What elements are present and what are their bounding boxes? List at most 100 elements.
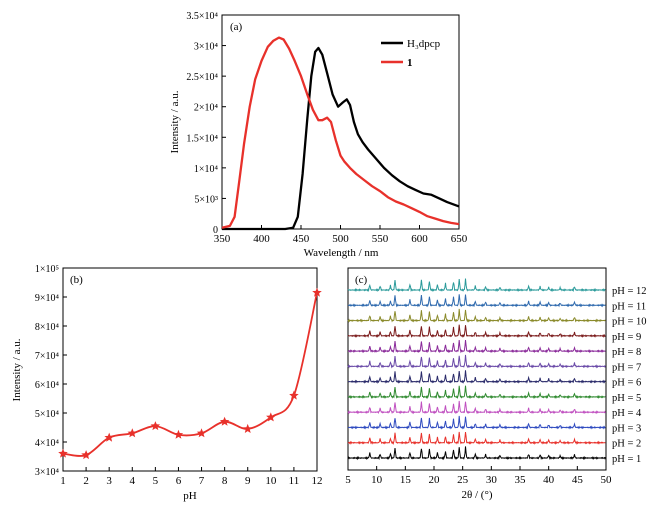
y-tick-label: 1.5×10⁴ [186,133,218,144]
data-point-10 [266,412,276,422]
y-tick-label: 8×10⁴ [35,322,60,333]
panel-b-ylabel: Intensity / a.u. [11,338,23,401]
y-tick-label: 4×10⁴ [35,438,60,449]
series-label: pH = 8 [612,347,641,358]
x-tick-label: 600 [411,233,428,245]
y-tick-label: 3×10⁴ [194,42,219,53]
data-point-7 [196,428,207,438]
panel-b-x-ticks: 1 2 3 4 5 6 7 8 9 10 11 12 [60,467,323,487]
panel-b-frame [62,267,318,472]
x-tick-label: 7 [199,475,205,487]
xrd-trace-3 [347,400,606,415]
panel-b-y-ticks: 3×10⁴ 4×10⁴ 5×10⁴ 6×10⁴ 7×10⁴ 8×10⁴ 9×10⁴ 1×10⁵ [35,264,67,478]
x-tick-label: 1 [60,475,66,487]
panel-b: (b) pH Intensity / a.u. 1 2 3 4 5 6 7 8 9 10 11 12 … [11,264,323,502]
series-label: pH = 3 [612,423,641,434]
y-tick-label: 7×10⁴ [35,351,60,362]
y-tick-label: 1×10⁴ [194,164,219,175]
xrd-trace-4 [347,385,606,400]
series-label: pH = 1 [612,454,641,465]
xrd-trace-5 [347,370,606,384]
data-point-12 [312,287,322,297]
series-label: pH = 6 [612,378,641,389]
y-tick-label: 6×10⁴ [35,380,60,391]
x-tick-label: 20 [429,474,441,486]
series-line [62,292,318,457]
xrd-trace-1 [347,431,606,445]
x-tick-label: 650 [451,233,468,245]
y-tick-label: 2×10⁴ [194,103,219,114]
panel-b-label: (b) [70,274,83,286]
data-point-1 [58,448,68,458]
xrd-trace-0 [347,446,606,461]
x-tick-label: 10 [265,475,277,487]
panel-c-series [347,278,606,461]
xrd-trace-2 [347,415,606,430]
x-tick-label: 350 [214,233,231,245]
x-tick-label: 40 [543,474,555,486]
data-point-2 [81,450,91,460]
panel-a-ylabel: Intensity / a.u. [169,90,181,153]
legend-label-1: 1 [407,57,413,69]
xrd-trace-9 [347,308,606,323]
panel-c-frame [347,267,607,471]
series-line-1 [221,36,460,229]
panel-c-series-labels: pH = 1 pH = 2 pH = 3 pH = 4 pH = 5 pH = 6 pH =… [612,286,647,465]
y-tick-label: 9×10⁴ [35,293,60,304]
data-point-3 [104,432,114,442]
y-tick-label: 3.5×10⁴ [186,11,218,22]
x-tick-label: 5 [153,475,159,487]
x-tick-label: 10 [371,474,383,486]
y-tick-label: 1×10⁵ [35,264,59,275]
data-point-8 [219,416,230,426]
xrd-trace-8 [347,324,606,338]
x-tick-label: 15 [400,474,412,486]
series-label: pH = 7 [612,362,641,373]
y-tick-label: 5×10³ [194,194,218,205]
panel-a-series [221,36,460,231]
x-tick-label: 3 [106,475,112,487]
x-tick-label: 550 [372,233,389,245]
x-tick-label: 9 [245,475,251,487]
series-label: pH = 4 [612,408,642,419]
series-line-0 [222,46,460,231]
panel-a-y-ticks: 0 5×10³ 1×10⁴ 1.5×10⁴ 2×10⁴ 2.5×10⁴ 3×10⁴ 3.5×1… [186,11,226,236]
series-label: pH = 2 [612,439,641,450]
x-tick-label: 2 [83,475,89,487]
x-tick-label: 4 [130,475,136,487]
data-point-11 [289,390,299,400]
x-tick-label: 25 [457,474,469,486]
x-tick-label: 12 [312,475,323,487]
legend-label-h3dpcp: H₃dpcp [407,38,441,50]
x-tick-label: 30 [486,474,498,486]
data-point-6 [173,429,184,439]
panel-a-label: (a) [230,21,243,33]
x-tick-label: 450 [293,233,310,245]
xrd-trace-11 [347,278,606,293]
x-tick-label: 50 [601,474,613,486]
x-tick-label: 500 [332,233,349,245]
xrd-trace-7 [347,340,606,354]
x-tick-label: 6 [176,475,182,487]
data-point-9 [243,423,253,433]
panel-a-legend: H₃dpcp 1 [381,38,441,69]
xrd-trace-6 [347,354,606,369]
x-tick-label: 11 [289,475,300,487]
panel-b-xlabel: pH [183,490,197,502]
y-tick-label: 2.5×10⁴ [186,72,218,83]
x-tick-label: 5 [345,474,351,486]
panel-b-series [58,287,322,460]
series-label: pH = 10 [612,317,647,328]
y-tick-label: 0 [213,225,218,236]
panel-c: (c) 2θ / (°) 5 10 15 20 25 30 35 40 45 50 pH = 1p… [345,267,647,501]
data-point-5 [150,421,161,431]
panel-c-label: (c) [355,274,368,286]
y-tick-label: 3×10⁴ [35,467,60,478]
panel-c-x-ticks: 5 10 15 20 25 30 35 40 45 50 [345,466,612,486]
panel-a-x-ticks: 350 400 450 500 550 600 650 [214,225,468,245]
x-tick-label: 400 [253,233,270,245]
series-label: pH = 5 [612,393,641,404]
data-point-4 [127,428,137,438]
y-tick-label: 5×10⁴ [35,409,60,420]
